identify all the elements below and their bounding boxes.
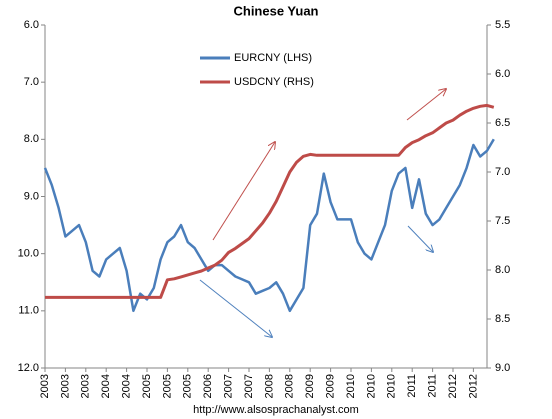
y-tick-label: 8.0 <box>24 133 39 145</box>
x-tick-label: 2005 <box>161 374 173 398</box>
legend-label: EURCNY (LHS) <box>234 52 312 64</box>
x-tick-label: 2010 <box>365 374 377 398</box>
x-tick-label: 2003 <box>80 374 92 398</box>
x-tick-label: 2007 <box>243 374 255 398</box>
legend-label: USDCNY (RHS) <box>234 76 314 88</box>
y-tick-label: 11.0 <box>18 305 39 317</box>
x-tick-label: 2010 <box>345 374 357 398</box>
x-tick-label: 2007 <box>223 374 235 398</box>
x-tick-label: 2003 <box>39 374 51 398</box>
arrow <box>199 279 272 337</box>
x-tick-label: 2010 <box>386 374 398 398</box>
y2-tick-label: 9.0 <box>495 362 510 374</box>
arrow <box>407 225 433 252</box>
y2-tick-label: 8.5 <box>495 313 510 325</box>
y-tick-label: 9.0 <box>24 190 39 202</box>
x-tick-label: 2012 <box>467 374 479 398</box>
x-tick-label: 2005 <box>141 374 153 398</box>
series-line <box>45 103 495 299</box>
y2-tick-label: 6.5 <box>495 117 510 129</box>
x-tick-label: 2008 <box>284 374 296 398</box>
y-tick-label: 7.0 <box>24 76 39 88</box>
y2-tick-label: 7.5 <box>495 215 510 227</box>
y-tick-label: 6.0 <box>24 19 39 31</box>
x-tick-label: 2004 <box>100 374 112 398</box>
x-tick-label: 2011 <box>406 374 418 398</box>
x-tick-label: 2011 <box>427 374 439 398</box>
x-tick-label: 2006 <box>202 374 214 398</box>
y2-tick-label: 7.0 <box>495 166 510 178</box>
x-tick-label: 2003 <box>59 374 71 398</box>
y-tick-label: 12.0 <box>18 362 39 374</box>
x-tick-label: 2009 <box>325 374 337 398</box>
x-tick-label: 2004 <box>121 374 133 398</box>
x-tick-label: 2012 <box>447 374 459 398</box>
x-tick-label: 2008 <box>263 374 275 398</box>
chart-title: Chinese Yuan <box>233 3 318 18</box>
arrow <box>212 142 275 241</box>
x-tick-label: 2005 <box>182 374 194 398</box>
series-line <box>43 138 495 313</box>
arrow <box>406 89 446 121</box>
source: http://www.alsosprachanalyst.com <box>193 404 359 416</box>
y2-tick-label: 8.0 <box>495 264 510 276</box>
y2-tick-label: 6.0 <box>495 68 510 80</box>
y-tick-label: 10.0 <box>18 248 39 260</box>
y2-tick-label: 5.5 <box>495 19 510 31</box>
x-tick-label: 2009 <box>304 374 316 398</box>
